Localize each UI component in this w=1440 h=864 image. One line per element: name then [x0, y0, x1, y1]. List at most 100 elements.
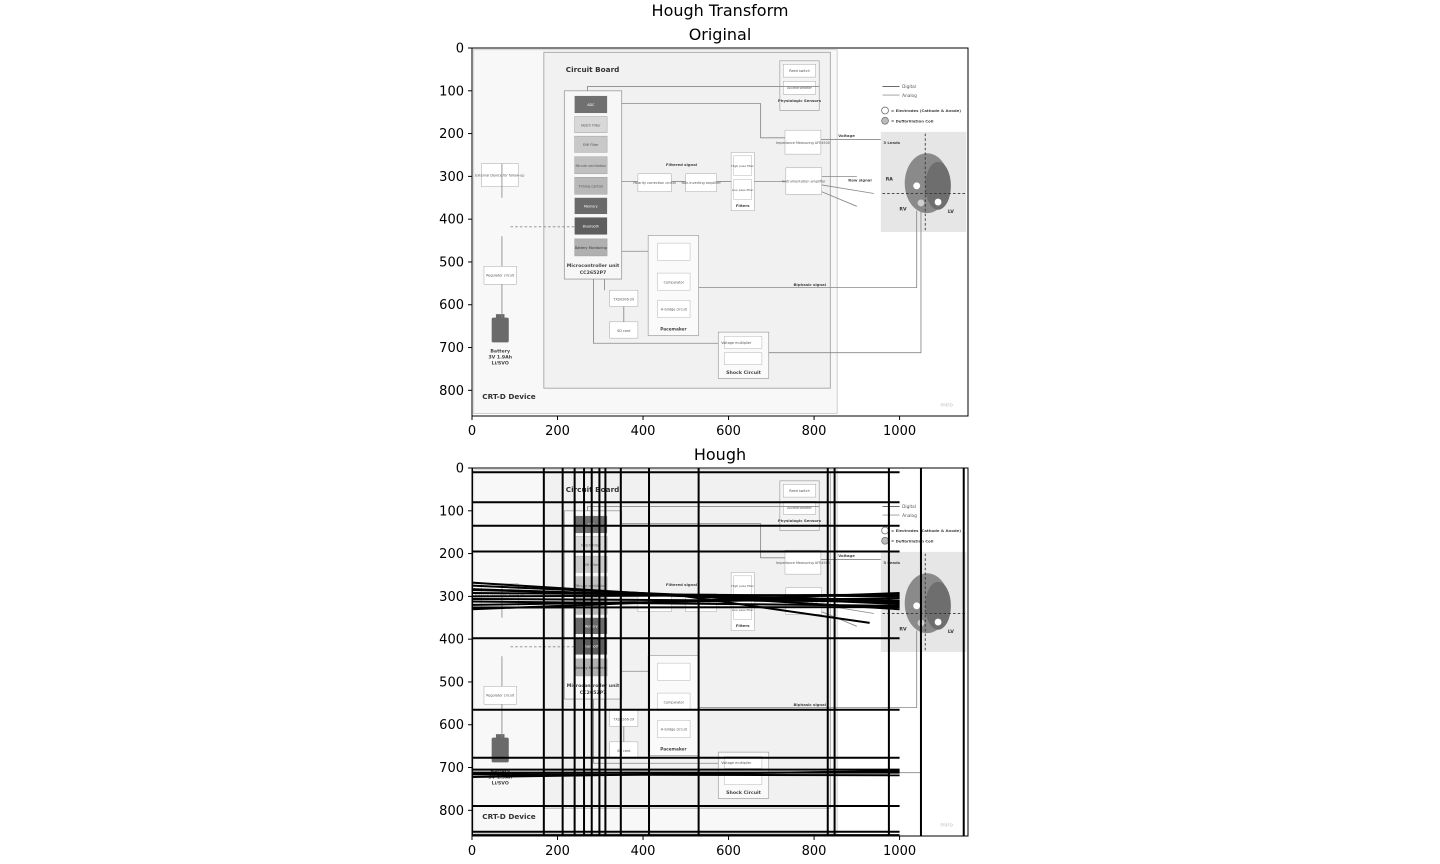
label-biphasic: Biphasic signal [794, 702, 827, 707]
x-tick-label: 200 [545, 844, 570, 859]
y-tick-label: 500 [439, 675, 464, 690]
label-instrumentation: Instrumentation amplifier [782, 179, 826, 183]
label-sd-card: SD card [617, 749, 630, 753]
label-polarity: Polarity correction circuit [633, 181, 676, 185]
label-filtered-signal: Filtered signal [666, 162, 697, 167]
label-external-device: External Device for follow-up [475, 173, 524, 177]
axes-original-ticks: 0 200 400 600 800 1000 0 100 200 300 400 500 600 700 8… [439, 42, 916, 440]
label-leads: 3 Leads [883, 560, 900, 565]
y-tick-label: 300 [439, 170, 464, 185]
x-tick-label: 0 [468, 844, 476, 859]
y-tick-label: 0 [456, 42, 464, 57]
label-legend-digital: Digital [902, 84, 916, 90]
y-tick-label: 800 [439, 384, 464, 399]
x-tick-label: 1000 [883, 424, 916, 439]
axes-original-frame [471, 47, 969, 417]
y-tick-label: 400 [439, 213, 464, 228]
x-tick-label: 0 [468, 424, 476, 439]
label-physiologic: Physiologic Sensors [778, 518, 822, 523]
label-legend-analog: Analog [902, 93, 917, 99]
label-mcu-label: Microcontroller unit [567, 683, 620, 689]
label-h-bridge: H-bridge circuit [661, 308, 688, 312]
label-pacemaker: Pacemaker [660, 746, 687, 752]
label-physiologic: Physiologic Sensors [778, 98, 822, 103]
label-high-pass: High pass filter [731, 164, 754, 168]
label-regulator: Regulator circuit [486, 274, 515, 278]
label-raw-signal: Raw signal [848, 178, 871, 183]
label-accelerometer: Accelerometer [787, 506, 812, 510]
label-lv: LV [948, 209, 954, 215]
label-filters: Filters [736, 203, 751, 208]
label-ra: RA [886, 177, 894, 183]
x-tick-label: 800 [802, 424, 827, 439]
label-low-pass: Low pass filter [732, 188, 754, 192]
label-voltage: Voltage [838, 553, 855, 558]
label-legend-coil: = Defibrillation Coil [891, 538, 933, 543]
label-battery-title: Battery [490, 349, 510, 355]
label-mcu-part: CC2652P7 [580, 270, 607, 276]
label-comparator: Comparator [664, 280, 685, 284]
mcu-block-label: Timing control [578, 185, 603, 189]
label-mcu-label: Microcontroller unit [567, 263, 620, 269]
axes-hough-ticks: 0 200 400 600 800 1000 0 100 200 300 400 500 600 700 8… [439, 462, 916, 860]
hough-line [685, 595, 870, 624]
label-impedance: Impedance Measuring AFE4500 [776, 141, 830, 145]
label-non-inverting: Non-inverting amplifier [681, 181, 721, 185]
x-tick-label: 800 [802, 844, 827, 859]
y-tick-label: 200 [439, 547, 464, 562]
axes-hough-frame [471, 467, 969, 837]
mcu-block-label: Battery Monitoring [575, 246, 607, 250]
label-pacemaker: Pacemaker [660, 326, 687, 332]
label-battery-chem: Li/SVO [492, 781, 509, 787]
label-impedance: Impedance Measuring AFE4500 [776, 561, 830, 565]
mcu-block-label: Minute ventilation [575, 164, 606, 168]
label-txs: TXS0206-29 [612, 717, 634, 721]
label-voltage: Voltage [838, 133, 855, 138]
y-tick-label: 600 [439, 718, 464, 733]
y-tick-label: 700 [439, 761, 464, 776]
hough-line [472, 588, 900, 605]
label-voltage-multiplier: Voltage multiplier [721, 761, 752, 765]
label-high-pass: High pass filter [731, 584, 754, 588]
y-tick-label: 300 [439, 590, 464, 605]
y-tick-label: 100 [439, 84, 464, 99]
label-watermark: miro [940, 403, 953, 409]
hough-lines [472, 468, 965, 836]
x-tick-label: 1000 [883, 844, 916, 859]
label-shock: Shock Circuit [726, 790, 762, 796]
label-rv: RV [899, 207, 907, 213]
label-sd-card: SD card [617, 329, 630, 333]
label-rv: RV [899, 627, 907, 633]
y-tick-label: 600 [439, 298, 464, 313]
x-tick-label: 400 [631, 844, 656, 859]
y-tick-label: 700 [439, 341, 464, 356]
y-tick-label: 400 [439, 633, 464, 648]
label-legend-coil: = Defibrillation Coil [891, 118, 933, 123]
label-battery-spec: 3V 1.9Ah [488, 355, 512, 361]
label-battery-spec: 3V 1.9Ah [488, 775, 512, 781]
label-biphasic: Biphasic signal [794, 282, 827, 287]
original-image-text: Circuit Board CRT-D Device Digital Analog = … [475, 65, 961, 409]
y-tick-label: 200 [439, 127, 464, 142]
hough-line [472, 600, 900, 607]
label-circuit-board: Circuit Board [566, 65, 620, 74]
label-device: CRT-D Device [482, 392, 536, 401]
axes-hough-title: Hough [694, 445, 746, 464]
label-accelerometer: Accelerometer [787, 86, 812, 90]
label-reed-switch: Reed switch [789, 69, 810, 73]
label-filtered-signal: Filtered signal [666, 582, 697, 587]
mcu-block-label: EMI Filter [583, 143, 599, 147]
mcu-block-label: Notch Filter [581, 123, 601, 127]
mcu-block-label: ADC [587, 103, 595, 107]
label-voltage-multiplier: Voltage multiplier [721, 341, 752, 345]
y-tick-label: 800 [439, 804, 464, 819]
label-h-bridge: H-bridge circuit [661, 728, 688, 732]
label-mcu-part: CC2652P7 [580, 690, 607, 696]
label-regulator: Regulator circuit [486, 694, 515, 698]
y-tick-label: 0 [456, 462, 464, 477]
x-tick-label: 200 [545, 424, 570, 439]
label-legend-digital: Digital [902, 504, 916, 510]
